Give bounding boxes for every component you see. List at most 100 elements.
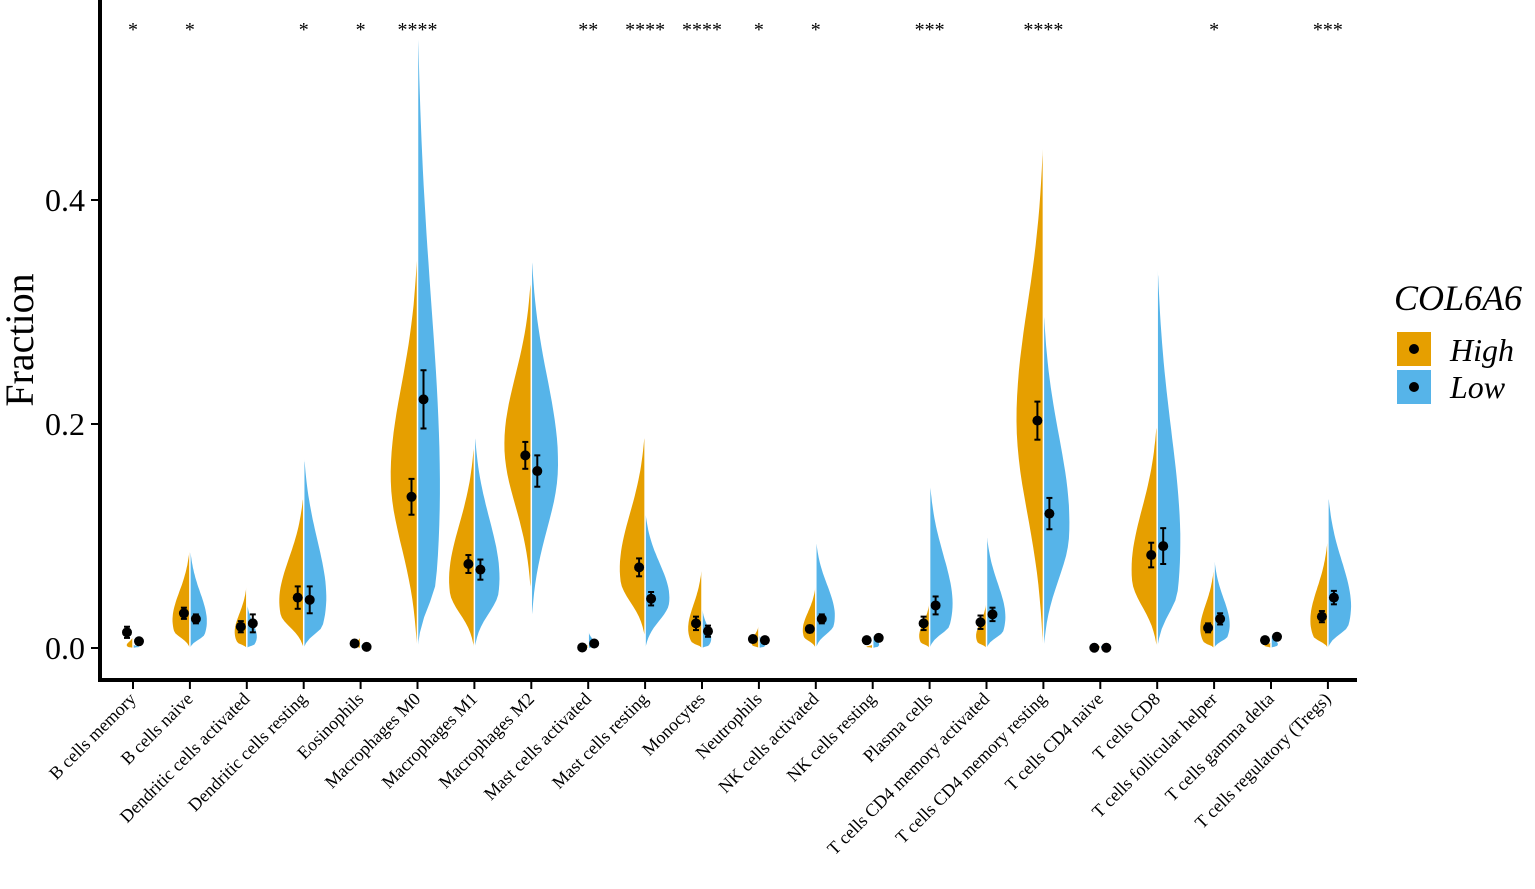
y-axis-label: Fraction bbox=[0, 273, 42, 406]
mean-marker-low bbox=[703, 624, 713, 638]
violin-high bbox=[802, 586, 816, 648]
mean-point bbox=[247, 618, 258, 629]
violin-layer bbox=[126, 32, 1352, 648]
mean-marker-low bbox=[532, 454, 543, 488]
significance-label: **** bbox=[1023, 19, 1063, 41]
mean-point bbox=[1260, 635, 1270, 646]
mean-marker-low bbox=[646, 591, 657, 607]
violin-low bbox=[417, 32, 440, 648]
mean-marker-high bbox=[520, 440, 531, 470]
significance-label: * bbox=[185, 19, 195, 41]
legend-title: COL6A6 bbox=[1394, 278, 1522, 318]
mean-point bbox=[759, 635, 770, 646]
mean-marker-high bbox=[1316, 610, 1327, 624]
mean-point bbox=[178, 608, 189, 619]
violin-high bbox=[126, 636, 133, 648]
mean-marker-low bbox=[361, 641, 372, 652]
mean-marker-low bbox=[1044, 496, 1055, 531]
mean-point bbox=[1215, 613, 1226, 624]
mean-marker-low bbox=[247, 613, 258, 634]
mean-point bbox=[634, 562, 645, 573]
mean-marker-low bbox=[475, 558, 486, 581]
y-tick-label: 0.2 bbox=[45, 406, 85, 442]
mean-marker-high bbox=[1146, 541, 1157, 569]
mean-marker-low bbox=[1328, 589, 1339, 606]
mean-point bbox=[304, 594, 315, 605]
legend-dot-high bbox=[1409, 344, 1419, 354]
mean-point bbox=[589, 638, 600, 649]
mean-point bbox=[816, 613, 827, 624]
mean-point bbox=[1203, 622, 1214, 633]
violin-high bbox=[619, 435, 646, 637]
mean-point bbox=[1328, 592, 1339, 603]
mean-marker-low bbox=[190, 613, 201, 625]
legend-label-low: Low bbox=[1449, 369, 1506, 405]
mean-marker-high bbox=[634, 557, 645, 578]
violin-high bbox=[1200, 569, 1215, 648]
legend: COL6A6 High Low bbox=[1392, 270, 1532, 425]
significance-label: * bbox=[1209, 19, 1219, 41]
mean-point bbox=[804, 623, 815, 634]
violin-low bbox=[133, 644, 140, 648]
mean-point bbox=[1089, 642, 1100, 653]
significance-label: * bbox=[754, 19, 764, 41]
mean-marker-low bbox=[304, 585, 315, 615]
mean-point bbox=[1101, 642, 1112, 653]
mean-point bbox=[1316, 611, 1327, 622]
violin-high bbox=[1016, 144, 1044, 648]
violin-low bbox=[1157, 267, 1181, 648]
mean-point bbox=[520, 450, 531, 461]
mean-marker-high bbox=[1203, 622, 1214, 634]
mean-point bbox=[235, 621, 246, 632]
mean-marker-high bbox=[577, 642, 588, 653]
mean-point bbox=[873, 632, 884, 643]
mean-marker-high bbox=[292, 585, 303, 610]
violin-high bbox=[449, 446, 475, 648]
violin-high bbox=[1264, 642, 1271, 648]
violin-low bbox=[474, 435, 500, 648]
mean-point bbox=[577, 642, 588, 653]
violin-high bbox=[234, 586, 247, 648]
mean-marker-low bbox=[759, 635, 770, 646]
mean-point bbox=[747, 634, 758, 645]
violin-low bbox=[303, 457, 327, 648]
violin-high bbox=[390, 256, 418, 648]
violin-high bbox=[866, 644, 873, 648]
violin-low bbox=[929, 485, 953, 648]
mean-marker-high bbox=[122, 625, 132, 639]
mean-point bbox=[861, 635, 872, 646]
mean-point bbox=[691, 618, 701, 629]
significance-label: * bbox=[811, 19, 821, 41]
mean-marker-high bbox=[1260, 635, 1270, 646]
violin-high bbox=[504, 278, 532, 592]
mean-marker-high bbox=[691, 615, 701, 632]
violin-low bbox=[986, 536, 1006, 648]
x-tick-label: T cells gamma delta bbox=[1161, 689, 1278, 806]
mean-marker-low bbox=[589, 638, 600, 649]
violin-low bbox=[1043, 312, 1070, 648]
mean-point bbox=[361, 641, 372, 652]
violin-low bbox=[1327, 496, 1352, 648]
x-tick-label: NK cells activated bbox=[714, 689, 822, 797]
violin-low bbox=[531, 256, 558, 620]
mean-point bbox=[987, 609, 998, 620]
mean-point bbox=[463, 559, 474, 569]
significance-label: *** bbox=[1313, 19, 1343, 41]
mean-marker-low bbox=[987, 606, 998, 623]
mean-point bbox=[532, 466, 543, 477]
x-tick-label: Macrophages M0 bbox=[321, 689, 425, 793]
mean-marker-high bbox=[804, 623, 815, 634]
x-tick-label: T cells CD4 naive bbox=[1001, 689, 1107, 795]
y-ticks: 0.0 0.2 0.4 bbox=[45, 182, 100, 666]
y-tick-label: 0.4 bbox=[45, 182, 85, 218]
mean-point bbox=[1044, 508, 1055, 519]
violin-high bbox=[172, 550, 190, 648]
violin-low bbox=[189, 550, 207, 648]
mean-marker-high bbox=[861, 635, 872, 646]
mean-point bbox=[1146, 550, 1157, 561]
mean-points-layer bbox=[122, 369, 1339, 653]
mean-point bbox=[190, 613, 201, 624]
significance-label: **** bbox=[682, 19, 722, 41]
legend-label-high: High bbox=[1449, 332, 1514, 368]
